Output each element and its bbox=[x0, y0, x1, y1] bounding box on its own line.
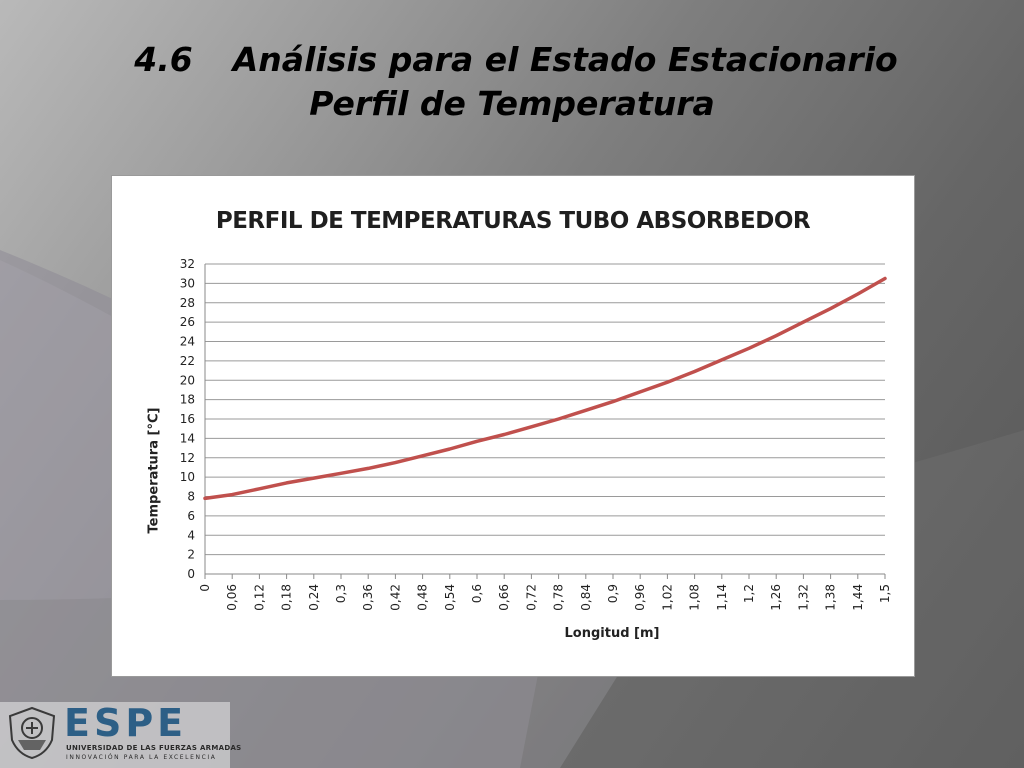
section-number: 4.6 bbox=[134, 40, 193, 79]
x-tick-label: 1,02 bbox=[660, 584, 674, 611]
y-tick-label: 16 bbox=[180, 412, 195, 426]
y-tick-label: 28 bbox=[180, 296, 195, 310]
x-tick-label: 0,9 bbox=[606, 584, 620, 603]
x-tick-label: 1,14 bbox=[715, 584, 729, 611]
x-axis-label: Longitud [m] bbox=[564, 626, 660, 641]
y-tick-label: 10 bbox=[180, 470, 195, 484]
university-motto: INNOVACIÓN PARA LA EXCELENCIA bbox=[66, 754, 217, 761]
university-name: UNIVERSIDAD DE LAS FUERZAS ARMADAS bbox=[66, 744, 242, 752]
x-tick-label: 0,36 bbox=[361, 584, 375, 611]
x-tick-label: 0,6 bbox=[470, 584, 484, 603]
x-tick-label: 0,12 bbox=[252, 584, 266, 611]
x-tick-label: 0,84 bbox=[579, 584, 593, 611]
x-tick-label: 0,96 bbox=[633, 584, 647, 611]
y-axis-label: Temperatura [°C] bbox=[146, 407, 162, 534]
section-title: Análisis para el Estado Estacionario bbox=[232, 40, 898, 79]
y-tick-label: 12 bbox=[180, 451, 195, 465]
y-tick-label: 8 bbox=[187, 490, 195, 504]
y-tick-label: 2 bbox=[187, 548, 195, 562]
temperature-series-line bbox=[203, 276, 887, 501]
x-tick-label: 0,3 bbox=[334, 584, 348, 603]
y-tick-label: 32 bbox=[180, 257, 195, 271]
brand-wordmark: ESPE bbox=[64, 701, 188, 745]
x-tick-label: 0,42 bbox=[388, 584, 402, 611]
section-subtitle: Perfil de Temperatura bbox=[309, 84, 715, 123]
slide-title: 4.6 Análisis para el Estado Estacionario … bbox=[0, 38, 1024, 126]
y-tick-label: 0 bbox=[187, 567, 195, 581]
crest-icon bbox=[8, 706, 56, 760]
x-tick-label: 0,24 bbox=[307, 584, 321, 611]
y-tick-label: 4 bbox=[187, 528, 195, 542]
y-tick-label: 14 bbox=[180, 431, 195, 445]
y-tick-label: 20 bbox=[180, 373, 195, 387]
x-tick-label: 0,78 bbox=[552, 584, 566, 611]
chart-title: PERFIL DE TEMPERATURAS TUBO ABSORBEDOR bbox=[215, 208, 811, 234]
x-tick-label: 0,06 bbox=[225, 584, 239, 611]
x-tick-label: 0,48 bbox=[416, 584, 430, 611]
chart-frame: 0 2 4 6 8 10 12 14 16 18 20 22 24 26 28 30 32 0 0,06 0,12 0,… bbox=[111, 175, 915, 677]
x-tick-label: 0,72 bbox=[524, 584, 538, 611]
x-tick-label: 0,66 bbox=[497, 584, 511, 611]
y-tick-label: 26 bbox=[180, 315, 195, 329]
y-tick-label: 22 bbox=[180, 354, 195, 368]
x-tick-label: 0,54 bbox=[443, 584, 457, 611]
x-tick-label: 1,32 bbox=[796, 584, 810, 611]
y-tick-label: 18 bbox=[180, 393, 195, 407]
x-tick-label: 0 bbox=[198, 584, 212, 592]
y-tick-label: 6 bbox=[187, 509, 195, 523]
x-tick-label: 1,44 bbox=[851, 584, 865, 611]
x-tick-label: 1,26 bbox=[769, 584, 783, 611]
y-tick-label: 30 bbox=[180, 276, 195, 290]
x-tick-label: 1,2 bbox=[742, 584, 756, 603]
y-tick-label: 24 bbox=[180, 335, 195, 349]
x-tick-label: 0,18 bbox=[280, 584, 294, 611]
espe-logo: ESPE UNIVERSIDAD DE LAS FUERZAS ARMADAS … bbox=[0, 701, 241, 768]
x-tick-label: 1,08 bbox=[688, 584, 702, 611]
x-tick-label: 1,5 bbox=[878, 584, 892, 603]
x-tick-label: 1,38 bbox=[824, 584, 838, 611]
